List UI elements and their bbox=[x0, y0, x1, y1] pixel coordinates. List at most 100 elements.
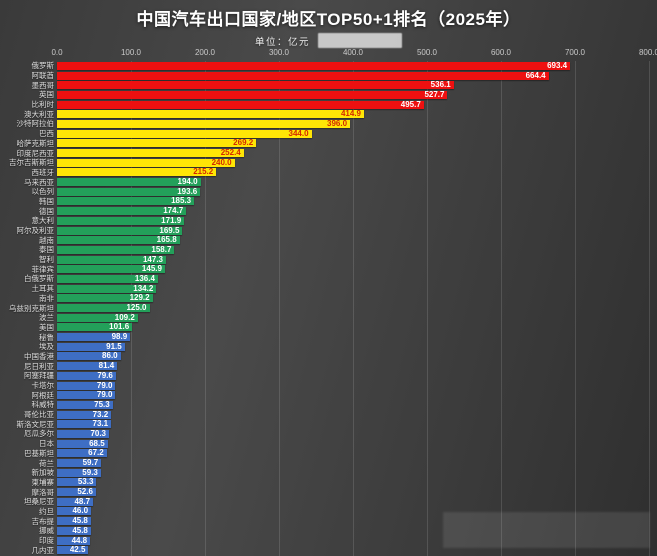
bar-row: 约旦 46.0 bbox=[0, 507, 657, 517]
bar: 101.6 bbox=[57, 323, 133, 332]
category-label: 德国 bbox=[39, 206, 54, 216]
category-label: 阿塞拜疆 bbox=[24, 371, 54, 381]
bar-value-label: 48.7 bbox=[74, 496, 91, 506]
gridline bbox=[279, 61, 280, 556]
bar-row: 白俄罗斯 136.4 bbox=[0, 274, 657, 284]
gridline bbox=[427, 61, 428, 556]
bar-row: 智利 147.3 bbox=[0, 255, 657, 265]
category-label: 荷兰 bbox=[39, 458, 54, 468]
bar-row: 荷兰 59.7 bbox=[0, 458, 657, 468]
bar-row: 哥伦比亚 73.2 bbox=[0, 410, 657, 420]
bar-row: 阿根廷 79.0 bbox=[0, 390, 657, 400]
bar-rows: 俄罗斯 693.4 阿联酋 664.4 墨西哥 536.1 英国 527.7 比利时 495.7 澳… bbox=[0, 61, 657, 555]
x-axis-ticks: 0.0 100.0 200.0 300.0 400.0 500.0 600.0 700.0 80… bbox=[51, 48, 657, 59]
bar: 158.7 bbox=[57, 244, 175, 254]
category-label: 新加坡 bbox=[31, 468, 55, 478]
bar-row: 波兰 109.2 bbox=[0, 313, 657, 323]
bar-track: 75.3 bbox=[57, 399, 649, 409]
bar-value-label: 527.7 bbox=[424, 89, 445, 99]
bar-row: 比利时 495.7 bbox=[0, 100, 657, 110]
bar: 174.7 bbox=[57, 206, 187, 216]
bar-track: 396.0 bbox=[57, 119, 649, 128]
bar-track: 68.5 bbox=[57, 438, 649, 448]
bar-value-label: 53.3 bbox=[77, 477, 94, 487]
bar-track: 134.2 bbox=[57, 284, 649, 293]
gridline bbox=[353, 61, 354, 556]
category-label: 科威特 bbox=[31, 400, 55, 410]
category-label: 约旦 bbox=[39, 506, 54, 516]
bar: 215.2 bbox=[57, 167, 217, 177]
bar-row: 阿尔及利亚 169.5 bbox=[0, 226, 657, 236]
bar-value-label: 240.0 bbox=[211, 157, 232, 167]
bar-value-label: 165.8 bbox=[156, 235, 177, 245]
bar-row: 以色列 193.6 bbox=[0, 187, 657, 197]
bar-value-label: 59.7 bbox=[82, 458, 99, 468]
bar-track: 136.4 bbox=[57, 274, 649, 283]
axis-tick-label: 800.0 bbox=[638, 48, 657, 57]
category-label: 尼日利亚 bbox=[24, 361, 54, 371]
bar: 53.3 bbox=[57, 477, 97, 487]
category-label: 摩洛哥 bbox=[31, 487, 55, 497]
bar-value-label: 129.2 bbox=[129, 293, 150, 303]
bar-track: 414.9 bbox=[57, 110, 649, 119]
category-label: 俄罗斯 bbox=[31, 61, 55, 71]
category-label: 卡塔尔 bbox=[31, 381, 55, 391]
bar: 414.9 bbox=[57, 110, 365, 119]
bar: 536.1 bbox=[57, 81, 454, 90]
blurred-watermark-subtitle bbox=[318, 33, 402, 48]
category-label: 乌兹别克斯坦 bbox=[9, 303, 54, 313]
bar-row: 尼日利亚 81.4 bbox=[0, 361, 657, 371]
bar: 344.0 bbox=[57, 128, 312, 138]
bar-value-label: 664.4 bbox=[525, 70, 546, 80]
category-label: 阿尔及利亚 bbox=[16, 226, 55, 236]
bar-track: 59.7 bbox=[57, 458, 649, 468]
category-label: 西班牙 bbox=[31, 167, 55, 177]
bar: 171.9 bbox=[57, 216, 185, 225]
bar-value-label: 344.0 bbox=[288, 128, 309, 138]
bar: 79.0 bbox=[57, 380, 116, 390]
bar-track: 101.6 bbox=[57, 323, 649, 332]
bar-row: 巴基斯坦 67.2 bbox=[0, 449, 657, 459]
bar-value-label: 158.7 bbox=[151, 244, 172, 254]
bar-value-label: 75.3 bbox=[94, 399, 110, 409]
bar-value-label: 174.7 bbox=[163, 206, 184, 216]
bar-track: 125.0 bbox=[57, 304, 649, 313]
bar: 396.0 bbox=[57, 119, 351, 128]
category-label: 印度 bbox=[39, 536, 54, 546]
bar-row: 坦桑尼亚 48.7 bbox=[0, 497, 657, 507]
bar-value-label: 495.7 bbox=[400, 99, 421, 109]
bar-value-label: 79.0 bbox=[96, 380, 113, 390]
bar-value-label: 68.5 bbox=[89, 438, 105, 448]
bar-row: 意大利 171.9 bbox=[0, 216, 657, 226]
bar-track: 693.4 bbox=[57, 61, 649, 70]
bar: 495.7 bbox=[57, 99, 424, 109]
bar-track: 158.7 bbox=[57, 244, 649, 254]
bar-row: 南非 129.2 bbox=[0, 294, 657, 304]
bar-value-label: 215.2 bbox=[193, 167, 214, 177]
bar-row: 吉布提 45.8 bbox=[0, 516, 657, 526]
bar-track: 252.4 bbox=[57, 149, 649, 158]
bar-track: 147.3 bbox=[57, 254, 649, 264]
bar-value-label: 194.0 bbox=[177, 177, 198, 187]
bar-value-label: 46.0 bbox=[72, 506, 89, 516]
bar-value-label: 147.3 bbox=[142, 254, 163, 264]
bar: 81.4 bbox=[57, 362, 118, 371]
bar-row: 阿联酋 664.4 bbox=[0, 71, 657, 81]
category-label: 智利 bbox=[39, 255, 54, 265]
bar-row: 沙特阿拉伯 396.0 bbox=[0, 119, 657, 129]
bar-track: 165.8 bbox=[57, 235, 649, 245]
bar-row: 阿塞拜疆 79.6 bbox=[0, 371, 657, 381]
category-label: 中国香港 bbox=[24, 351, 54, 361]
bar-track: 98.9 bbox=[57, 332, 649, 342]
bar-track: 109.2 bbox=[57, 313, 649, 322]
bar-row: 科威特 75.3 bbox=[0, 400, 657, 410]
category-label: 坦桑尼亚 bbox=[24, 497, 54, 507]
category-label: 几内亚 bbox=[31, 545, 55, 555]
bar-row: 印度 44.8 bbox=[0, 536, 657, 546]
bar-value-label: 42.5 bbox=[69, 545, 86, 555]
bar: 48.7 bbox=[57, 496, 94, 506]
bar-value-label: 98.9 bbox=[111, 332, 128, 342]
bar-row: 美国 101.6 bbox=[0, 323, 657, 333]
bar-row: 摩洛哥 52.6 bbox=[0, 487, 657, 497]
